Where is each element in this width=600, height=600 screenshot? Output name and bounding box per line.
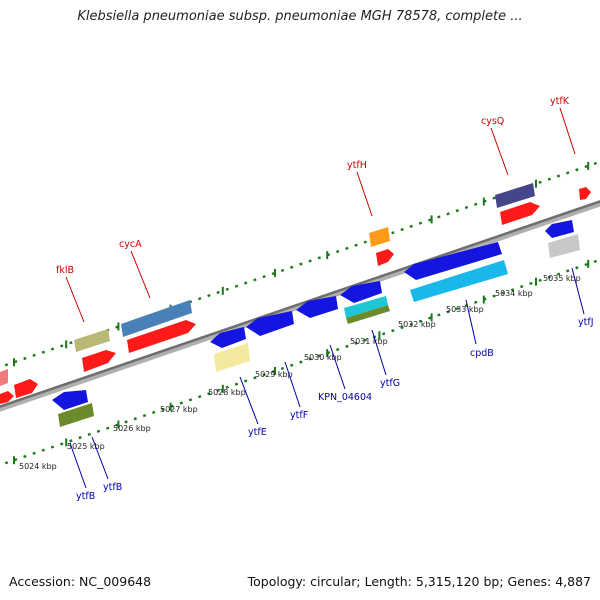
- feature-cyan-cpdB[interactable]: [410, 260, 508, 302]
- feature-blue-ytfB-1[interactable]: [52, 390, 88, 410]
- callout-line: [465, 299, 477, 345]
- gene-label-ytfJ[interactable]: ytfJ: [578, 317, 594, 328]
- gene-label-ytfF[interactable]: ytfF: [290, 410, 308, 421]
- accession-text: Accession: NC_009648: [9, 574, 152, 589]
- tick-label: 5024 kbp: [19, 462, 57, 471]
- callout-line: [329, 344, 346, 390]
- callout-line: [356, 171, 373, 217]
- gene-label-fklB[interactable]: fklB: [56, 265, 74, 276]
- feature-red-left-2[interactable]: [14, 379, 38, 398]
- callout-line: [371, 329, 387, 376]
- feature-steelblue-cycA[interactable]: [121, 300, 192, 337]
- feature-red-cycA[interactable]: [127, 320, 196, 353]
- tick-label: 5035 kbp: [543, 274, 581, 283]
- callout-line: [571, 267, 585, 315]
- feature-khaki-ytfE[interactable]: [214, 343, 250, 372]
- tick-label: 5025 kbp: [67, 442, 105, 451]
- gene-label-cycA[interactable]: cycA: [119, 239, 142, 250]
- tick-label: 5028 kbp: [208, 388, 246, 397]
- ruler-dotted-lines: [4, 161, 597, 465]
- callout-line: [559, 107, 576, 155]
- gene-labels: fklB cycA ytfH cysQ ytfK ytfB ytfB ytfE ytfF KPN_…: [56, 96, 594, 502]
- callout-line: [284, 361, 301, 408]
- tick-label: 5027 kbp: [160, 405, 198, 414]
- ruler-line-lower: [4, 259, 597, 465]
- feature-blue-KPN_04604[interactable]: [340, 281, 382, 303]
- callout-line: [69, 442, 87, 489]
- feature-blue-ytfE-a[interactable]: [210, 327, 246, 348]
- gene-label-cysQ[interactable]: cysQ: [481, 116, 504, 127]
- gene-label-cpdB[interactable]: cpdB: [470, 348, 494, 359]
- tick-label: 5031 kbp: [350, 337, 388, 346]
- tick-label: 5033 kbp: [446, 305, 484, 314]
- feature-orange-ytfH[interactable]: [369, 227, 390, 247]
- page-title: Klebsiella pneumoniae subsp. pneumoniae …: [77, 9, 523, 24]
- feature-navy-cysQ[interactable]: [495, 183, 535, 208]
- gene-label-KPN_04604[interactable]: KPN_04604: [318, 392, 372, 403]
- forward-features: [0, 183, 591, 404]
- feature-blue-ytfJ[interactable]: [545, 220, 574, 238]
- feature-red-ytfH[interactable]: [376, 249, 394, 266]
- tick-label: 5032 kbp: [398, 320, 436, 329]
- gene-label-ytfH[interactable]: ytfH: [347, 160, 367, 171]
- feature-red-cysQ[interactable]: [500, 202, 540, 225]
- feature-olive-fklB[interactable]: [74, 329, 110, 352]
- sequence-backbone: [0, 200, 600, 412]
- feature-blue-ytfE-b[interactable]: [246, 311, 294, 336]
- tick-label: 5029 kbp: [255, 370, 293, 379]
- gene-label-ytfK[interactable]: ytfK: [550, 96, 570, 107]
- reverse-features: [52, 220, 580, 427]
- feature-blue-cpdB-a[interactable]: [404, 242, 502, 280]
- callout-line: [91, 436, 109, 480]
- feature-red-ytfK[interactable]: [579, 187, 591, 200]
- feature-red-left-3[interactable]: [0, 391, 14, 404]
- feature-green-ytfB[interactable]: [58, 403, 94, 427]
- feature-cyan-ytfG[interactable]: [344, 296, 388, 318]
- tick-label: 5030 kbp: [304, 353, 342, 362]
- callout-line: [130, 250, 151, 299]
- callout-line: [65, 276, 85, 323]
- tick-label: 5034 kbp: [495, 289, 533, 298]
- ruler-tick-labels: 5024 kbp 5025 kbp 5026 kbp 5027 kbp 5028 kbp…: [19, 274, 581, 471]
- feature-blue-ytfF[interactable]: [296, 296, 338, 318]
- gene-label-ytfE[interactable]: ytfE: [248, 427, 267, 438]
- feature-pink-left-1[interactable]: [0, 369, 8, 386]
- gene-label-ytfB[interactable]: ytfB: [103, 482, 122, 493]
- feature-grey-ytfJ[interactable]: [548, 234, 580, 258]
- gene-label-ytfB[interactable]: ytfB: [76, 491, 95, 502]
- gene-label-ytfG[interactable]: ytfG: [380, 378, 400, 389]
- feature-green-ytfG[interactable]: [346, 305, 390, 324]
- genome-summary-text: Topology: circular; Length: 5,315,120 bp…: [247, 574, 591, 589]
- feature-red-fklB[interactable]: [82, 350, 116, 372]
- tick-label: 5026 kbp: [113, 424, 151, 433]
- callout-line: [239, 376, 259, 425]
- callout-line: [490, 127, 509, 176]
